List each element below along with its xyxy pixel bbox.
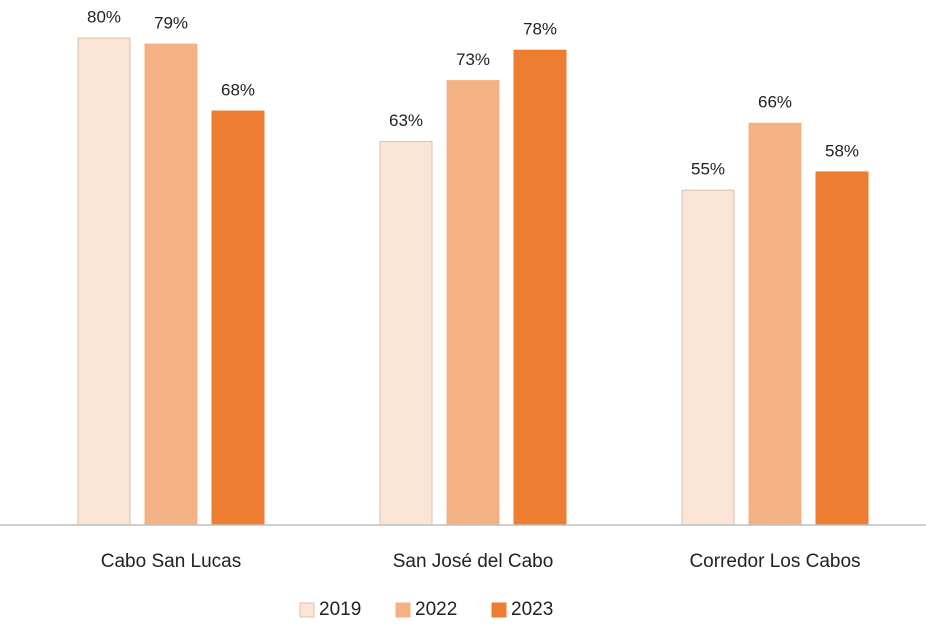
bar: [211, 110, 265, 526]
bar: [681, 189, 735, 526]
x-tick-label: Corredor Los Cabos: [689, 551, 860, 572]
bar: [815, 171, 869, 526]
bar: [379, 140, 433, 526]
value-label: 78%: [523, 20, 557, 39]
bar: [748, 122, 802, 526]
value-label: 68%: [221, 81, 255, 100]
legend-swatch: [491, 602, 507, 618]
legend-swatch: [299, 602, 315, 618]
legend-label: 2022: [415, 599, 457, 620]
bar: [77, 37, 131, 526]
value-label: 63%: [389, 111, 423, 130]
x-tick-label: San José del Cabo: [393, 551, 554, 572]
value-label: 73%: [456, 50, 490, 69]
x-tick-label: Cabo San Lucas: [101, 551, 242, 572]
value-label: 66%: [758, 93, 792, 112]
value-label: 58%: [825, 141, 859, 160]
bar: [446, 80, 500, 526]
bar: [144, 43, 198, 526]
value-label: 79%: [154, 14, 188, 33]
legend-label: 2023: [511, 599, 553, 620]
legend-label: 2019: [319, 599, 361, 620]
value-label: 55%: [691, 160, 725, 179]
value-label: 80%: [87, 7, 121, 26]
bar: [513, 49, 567, 526]
legend-swatch: [395, 602, 411, 618]
